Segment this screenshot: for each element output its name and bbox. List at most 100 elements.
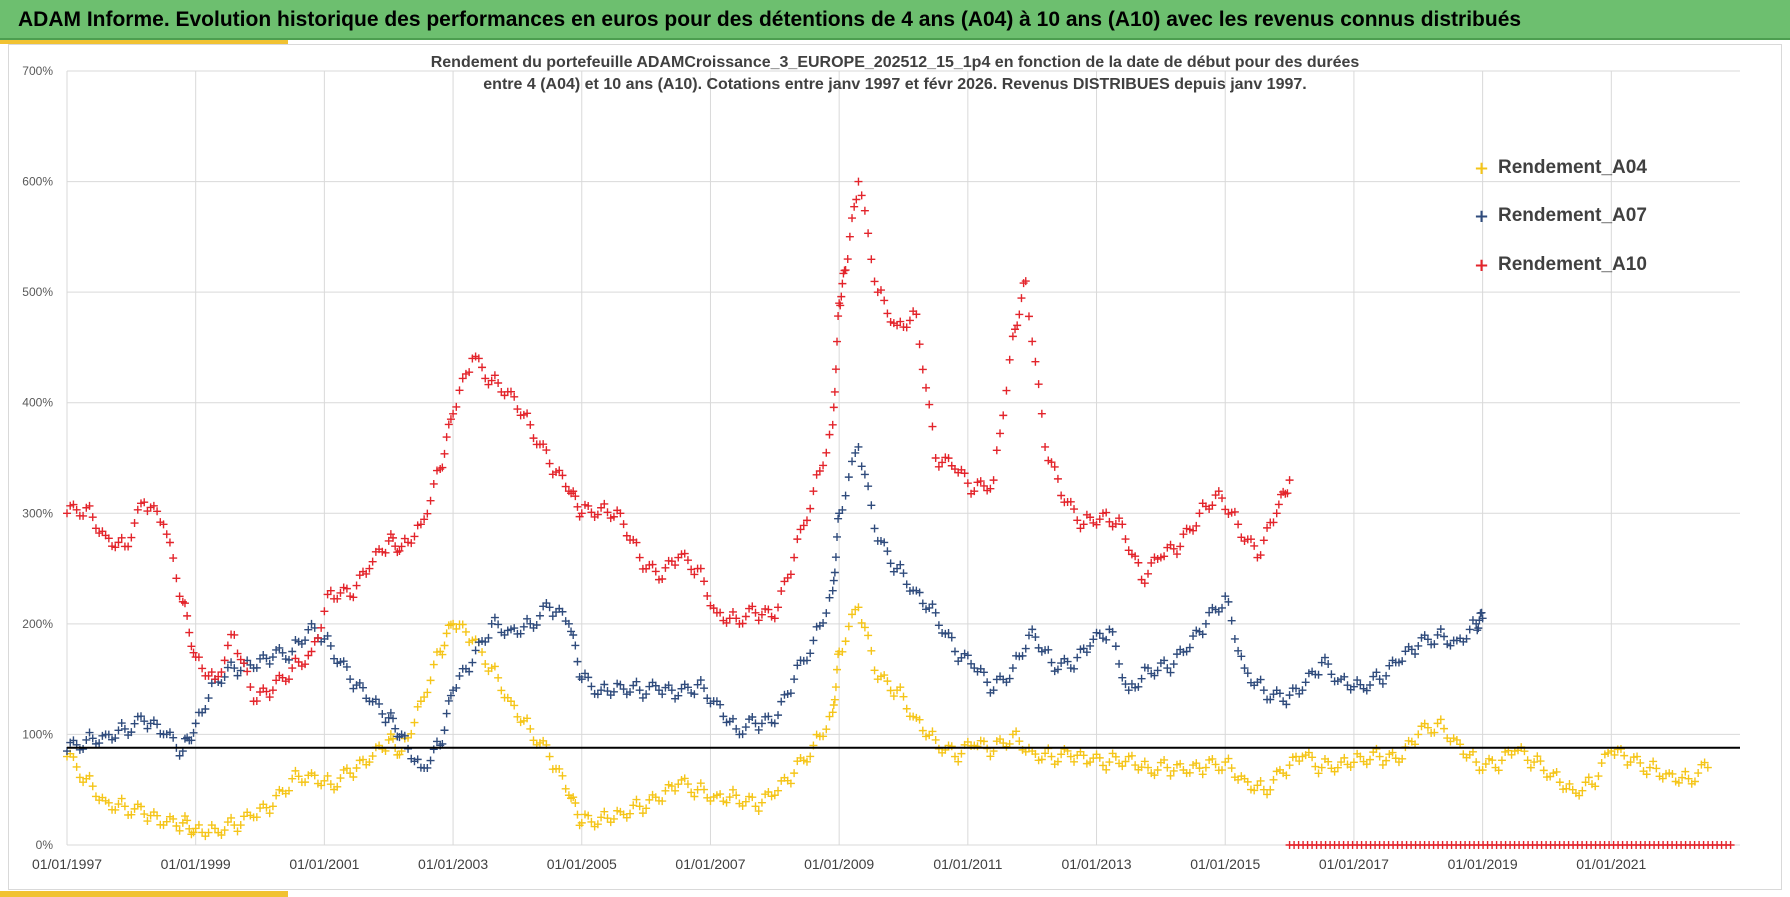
point-a04 [497,686,506,695]
point-a10 [830,387,839,396]
point-a07 [1362,686,1371,695]
point-a10 [389,533,398,542]
point-a04 [1070,757,1079,766]
series-a04-points [63,603,1712,841]
point-a10 [1076,524,1085,533]
point-a04 [365,758,374,767]
point-a04 [802,757,811,766]
point-a04 [1349,758,1358,767]
point-a10 [1263,523,1272,532]
point-a10 [829,403,838,412]
point-a10 [1047,458,1056,467]
y-tick-label: 700% [22,64,53,78]
point-a04 [1594,772,1603,781]
point-a07 [944,629,953,638]
point-a10 [1015,310,1024,319]
point-a04 [1346,763,1355,772]
point-a04 [72,762,81,771]
point-a10 [368,557,377,566]
point-a04 [725,793,734,802]
point-a04 [915,715,924,724]
point-a10 [1092,520,1101,529]
point-a10 [246,683,255,692]
point-a07 [1008,664,1017,673]
point-a07 [642,690,651,699]
point-a07 [268,653,277,662]
point-a10 [989,476,998,485]
point-a07 [645,682,654,691]
point-a04 [386,730,395,739]
point-a07 [825,593,834,602]
point-a04 [333,782,342,791]
point-a10 [1086,513,1095,522]
point-a10 [349,593,358,602]
point-a07 [386,708,395,717]
point-a04 [645,795,654,804]
point-a04 [1620,751,1629,760]
point-a04 [683,780,692,789]
point-a10 [458,374,467,383]
point-a04 [1079,751,1088,760]
legend-item-a07: + Rendement_A07 [1474,202,1647,230]
point-a10 [1124,546,1133,555]
point-a07 [834,514,843,523]
point-a07 [793,661,802,670]
point-a10 [526,420,535,429]
point-a04 [1610,750,1619,759]
point-a07 [1478,614,1487,623]
point-a07 [1420,631,1429,640]
point-a04 [223,818,232,827]
point-a10 [542,446,551,455]
point-a07 [1292,684,1301,693]
point-a10 [922,383,931,392]
point-a10 [183,611,192,620]
point-a04 [838,647,847,656]
x-tick-label: 01/01/2003 [418,856,488,872]
point-a10 [1195,509,1204,518]
point-a10 [407,539,416,548]
point-a04 [442,629,451,638]
point-a10 [446,415,455,424]
point-a10 [841,266,850,275]
point-a07 [696,676,705,685]
point-a07 [1369,672,1378,681]
point-a07 [117,719,126,728]
point-a10 [1105,517,1114,526]
point-a07 [187,736,196,745]
point-a07 [651,681,660,690]
point-a10 [619,520,628,529]
point-a04 [349,772,358,781]
point-a04 [738,801,747,810]
point-a10 [217,668,226,677]
point-a07 [979,668,988,677]
point-a04 [153,811,162,820]
point-a04 [854,603,863,612]
point-a04 [1420,719,1429,728]
point-a04 [178,818,187,827]
point-a10 [481,374,490,383]
point-a10 [1160,552,1169,561]
point-a07 [516,629,525,638]
point-a10 [268,686,277,695]
point-a07 [526,619,535,628]
point-a10 [944,454,953,463]
point-a04 [1565,779,1574,788]
point-a04 [584,811,593,820]
point-a04 [130,804,139,813]
point-a10 [165,538,174,547]
point-a10 [709,604,718,613]
point-a04 [632,795,641,804]
point-a07 [741,723,750,732]
point-a10 [1013,321,1022,330]
point-a04 [1642,770,1651,779]
point-a07 [1057,659,1066,668]
point-a04 [1037,755,1046,764]
point-a07 [886,559,895,568]
point-a04 [416,697,425,706]
point-a07 [1086,641,1095,650]
point-a04 [1160,755,1169,764]
point-a04 [1208,754,1217,763]
point-a10 [996,429,1005,438]
point-a04 [1057,750,1066,759]
point-a07 [1124,686,1133,695]
